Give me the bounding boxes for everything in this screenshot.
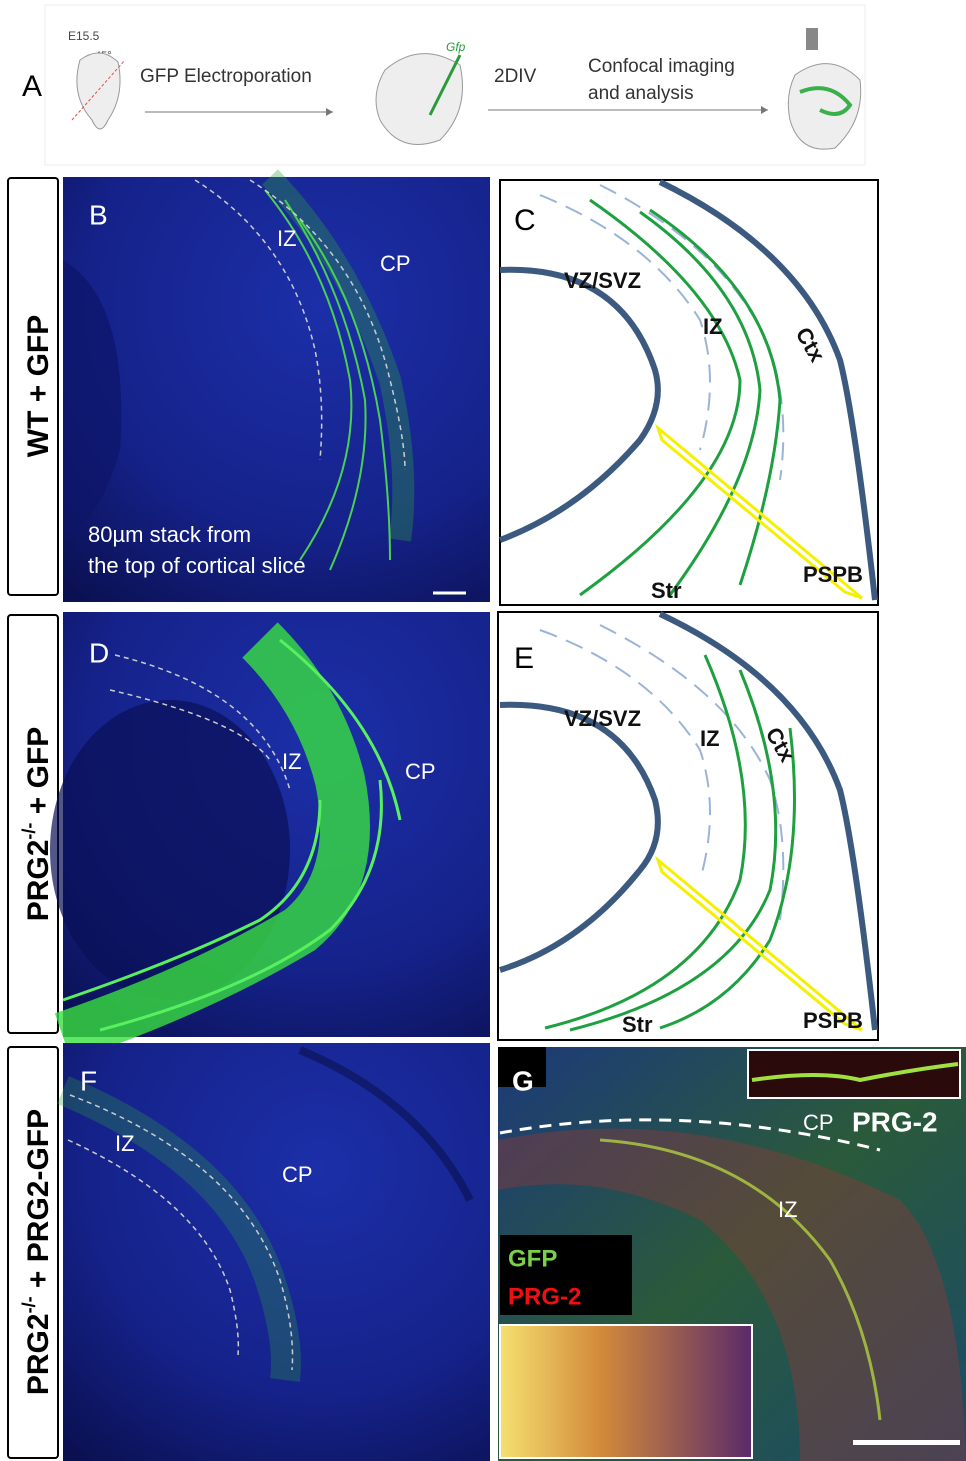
imaging-icon xyxy=(787,63,862,150)
panel-label: E xyxy=(514,642,534,675)
ventricle-outline xyxy=(499,701,661,973)
arrow-head xyxy=(761,106,768,114)
region-label: IZ xyxy=(703,314,723,339)
step-label: Confocal imaging xyxy=(588,56,735,77)
panel-c: C VZ/SVZ IZ Ctx Str PSPB xyxy=(498,179,879,606)
electrode xyxy=(428,54,462,116)
arrow-head xyxy=(326,108,333,116)
panel-f: F IZ CP xyxy=(57,1043,490,1461)
diagram-frame xyxy=(499,179,879,606)
axon-tract xyxy=(579,198,782,597)
stain-title: PRG-2 xyxy=(852,1106,938,1137)
region-label: CP xyxy=(380,251,411,276)
diagram-frame xyxy=(497,611,879,1041)
region-label: CP xyxy=(405,759,436,784)
cp-boundary xyxy=(499,1118,881,1152)
step-label: 2DIV xyxy=(494,66,537,87)
row-label: PRG2-/- + GFP xyxy=(19,727,55,922)
region-label: IZ xyxy=(700,726,720,751)
panel-g: G CP PRG-2 IZ GFP PRG-2 xyxy=(498,1047,966,1461)
iz-boundary xyxy=(67,1094,294,1371)
gfp-axons xyxy=(264,189,391,571)
region-label: VZ/SVZ xyxy=(564,706,641,731)
panel-label: G xyxy=(512,1065,534,1096)
panel-a: A E15.5 45° GFP Electroporation Gfp 2DIV… xyxy=(22,4,866,166)
row-label-sup: -/- xyxy=(19,1296,39,1313)
legend-entry: PRG-2 xyxy=(508,1283,581,1310)
pspb-tract xyxy=(654,423,863,600)
panel-label: F xyxy=(80,1065,97,1096)
cut-line xyxy=(71,59,126,121)
row-label-main: PRG2 xyxy=(22,840,55,922)
gfp-axons xyxy=(62,638,402,1032)
ventricle-outline xyxy=(498,266,661,543)
gene-label: Gfp xyxy=(446,40,466,54)
pspb-tract xyxy=(654,855,863,1032)
inset xyxy=(499,1324,753,1459)
region-label: IZ xyxy=(277,226,297,251)
row-label: WT + GFP xyxy=(22,315,55,458)
slice-icon xyxy=(375,53,463,145)
step-label: GFP Electroporation xyxy=(140,66,312,87)
inset xyxy=(747,1049,961,1099)
row-label: PRG2-/- + PRG2-GFP xyxy=(19,1109,55,1395)
row-labels: WT + GFP PRG2-/- + GFP PRG2-/- + PRG2-GF… xyxy=(7,177,59,1459)
region-label: Str xyxy=(622,1012,653,1037)
ventricle xyxy=(63,260,122,540)
embryo-brain-icon xyxy=(76,52,121,130)
panel-label: D xyxy=(89,637,109,668)
region-label: IZ xyxy=(115,1131,135,1156)
legend-box xyxy=(500,1235,632,1315)
panel-d: D IZ CP xyxy=(50,612,490,1061)
panel-b: B IZ CP 80µm stack from the top of corti… xyxy=(63,169,490,602)
row-label-box xyxy=(7,1046,59,1459)
region-label: PSPB xyxy=(803,1008,863,1033)
panel-label: A xyxy=(22,70,42,103)
row-label-rest: + PRG2-GFP xyxy=(22,1109,55,1297)
region-label: Str xyxy=(651,578,682,603)
panel-label: C xyxy=(514,204,536,237)
stage-label: E15.5 xyxy=(68,29,100,43)
region-label: VZ/SVZ xyxy=(564,268,641,293)
micrograph xyxy=(63,177,490,602)
axon-tract xyxy=(544,654,796,1032)
region-label: CP xyxy=(803,1110,834,1135)
inset-axon xyxy=(751,1062,959,1083)
objective xyxy=(806,28,818,50)
gfp-axons xyxy=(57,1076,301,1382)
micrograph xyxy=(63,1043,490,1461)
panel-e: E VZ/SVZ IZ Ctx Str PSPB xyxy=(497,611,879,1041)
prg2-signal xyxy=(498,1128,966,1461)
label-box xyxy=(498,1047,546,1087)
gfp-axons xyxy=(54,622,370,1061)
region-label: IZ xyxy=(282,749,302,774)
iz-boundary xyxy=(109,654,291,791)
region-label: IZ xyxy=(778,1197,798,1222)
zone-boundary xyxy=(539,624,785,921)
region-label: PSPB xyxy=(803,562,863,587)
gfp-axons xyxy=(262,169,415,542)
tissue-fold xyxy=(298,1046,474,1202)
row-label-box xyxy=(7,177,59,596)
legend-entry: GFP xyxy=(508,1245,557,1272)
gfp-axons xyxy=(599,1138,882,1421)
panel-label: B xyxy=(89,199,108,230)
gfp-tract xyxy=(799,86,853,116)
row-label-main: PRG2 xyxy=(22,1313,55,1395)
row-label-rest: + GFP xyxy=(22,727,55,823)
pial-outline xyxy=(658,179,878,601)
scale-bar xyxy=(853,1440,960,1445)
note: 80µm stack from xyxy=(88,522,251,547)
ventricle xyxy=(50,700,290,1000)
row-label-sup: -/- xyxy=(19,823,39,840)
pial-outline xyxy=(658,611,878,1031)
region-label: CP xyxy=(282,1162,313,1187)
note: the top of cortical slice xyxy=(88,553,306,578)
step-label: and analysis xyxy=(588,83,694,104)
iz-boundary xyxy=(194,179,406,471)
